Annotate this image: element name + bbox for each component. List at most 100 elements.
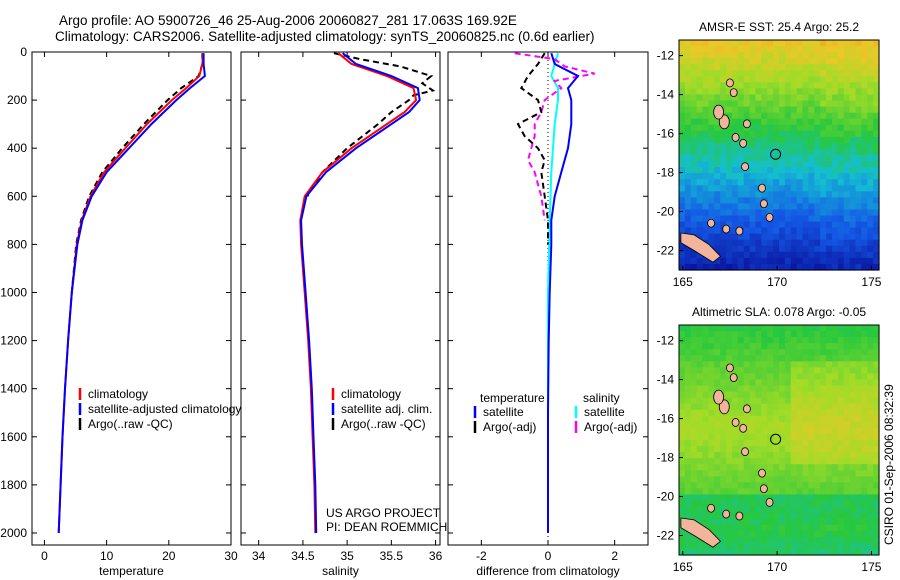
- altimetric_sla-cell: [837, 427, 845, 435]
- altimetric_sla-cell: [773, 458, 780, 465]
- altimetric_sla-cell: [790, 548, 798, 556]
- altimetric_sla-cell: [720, 476, 727, 483]
- amsr_sst-cell: [679, 40, 686, 47]
- amsr_sst-cell: [749, 58, 757, 65]
- amsr_sst-cell: [808, 118, 815, 126]
- altimetric_sla-cell: [767, 536, 774, 544]
- altimetric_sla-cell: [796, 409, 804, 417]
- altimetric_sla-cell: [790, 385, 798, 393]
- amsr_sst-cell: [802, 82, 810, 90]
- altimetric_sla-cell: [743, 343, 751, 350]
- altimetric_sla-cell: [726, 452, 733, 459]
- altimetric_sla-cell: [855, 433, 862, 441]
- amsr_sst-cell: [808, 46, 815, 53]
- amsr_sst-cell: [720, 94, 727, 102]
- altimetric_sla-cell: [861, 536, 868, 544]
- amsr_sst-cell: [796, 209, 804, 217]
- altimetric_sla-cell: [714, 500, 721, 508]
- altimetric_sla-cell: [867, 488, 874, 496]
- amsr_sst-cell: [737, 167, 745, 174]
- amsr_sst-cell: [814, 130, 821, 138]
- amsr_sst-cell: [802, 94, 810, 102]
- altimetric_sla-cell: [714, 355, 721, 362]
- amsr_sst-cell: [873, 130, 880, 138]
- altimetric_sla-cell: [714, 446, 721, 453]
- altimetric_sla-cell: [820, 415, 827, 423]
- amsr_sst-cell: [784, 70, 792, 77]
- amsr_sst-cell: [802, 40, 810, 47]
- altimetric_sla-cell: [790, 452, 798, 459]
- amsr_sst-cell: [690, 155, 698, 162]
- altimetric_sla-cell: [784, 500, 792, 508]
- altimetric_sla-cell: [761, 391, 768, 399]
- altimetric_sla-cell: [737, 379, 745, 387]
- altimetric_sla-cell: [843, 373, 851, 381]
- altimetric_sla-cell: [684, 458, 692, 465]
- amsr_sst-cell: [720, 185, 727, 192]
- amsr_sst-cell: [849, 148, 857, 156]
- amsr_sst-cell: [779, 112, 786, 120]
- amsr_sst-cell: [761, 64, 768, 71]
- altimetric_sla-cell: [690, 506, 698, 514]
- altimetric_sla-cell: [773, 482, 780, 490]
- amsr_sst-cell: [808, 263, 815, 271]
- altimetric_sla-cell: [726, 524, 733, 532]
- altimetric_sla-cell: [826, 452, 833, 459]
- altimetric_sla-cell: [684, 415, 692, 423]
- amsr_sst-cell: [843, 88, 851, 96]
- amsr_sst-cell: [861, 142, 868, 150]
- altimetric_sla-cell: [814, 325, 821, 332]
- altimetric_sla-cell: [802, 470, 810, 477]
- altimetric_sla-cell: [826, 464, 833, 471]
- altimetric_sla-cell: [779, 494, 786, 502]
- amsr_sst-cell: [755, 142, 762, 150]
- altimetric_sla-cell: [726, 500, 733, 508]
- amsr_sst-cell: [779, 124, 786, 132]
- amsr_sst-cell: [708, 106, 715, 114]
- altimetric_sla-cell: [808, 470, 815, 477]
- altimetric_sla-cell: [684, 379, 692, 387]
- altimetric_sla-cell: [831, 548, 839, 556]
- amsr_sst-cell: [784, 112, 792, 120]
- altimetric_sla-cell: [684, 470, 692, 477]
- altimetric_sla-cell: [849, 331, 857, 338]
- amsr_sst-cell: [761, 191, 768, 198]
- altimetric_sla-cell: [802, 331, 810, 338]
- amsr_sst-cell: [802, 112, 810, 120]
- amsr_sst-cell: [755, 227, 762, 235]
- amsr_sst-cell: [726, 58, 733, 65]
- amsr_sst-cell: [684, 167, 692, 174]
- amsr_sst-cell: [873, 46, 880, 53]
- altimetric_sla-cell: [802, 421, 810, 429]
- amsr_sst-cell: [837, 118, 845, 126]
- altimetric_sla-cell: [726, 379, 733, 387]
- altimetric_sla-cell: [779, 397, 786, 405]
- amsr_sst-cell: [749, 148, 757, 156]
- altimetric_sla-cell: [790, 421, 798, 429]
- altimetric_sla-cell: [690, 373, 698, 381]
- amsr_sst-cell: [802, 124, 810, 132]
- amsr_sst-cell: [826, 124, 833, 132]
- amsr_sst-cell: [737, 58, 745, 65]
- amsr_sst-cell: [784, 94, 792, 102]
- altimetric_sla-cell: [814, 427, 821, 435]
- amsr_sst-cell: [714, 215, 721, 223]
- amsr_sst-cell: [843, 209, 851, 217]
- amsr_sst-cell: [690, 64, 698, 71]
- altimetric_sla-cell: [708, 433, 715, 441]
- amsr_sst-cell: [743, 82, 751, 90]
- altimetric_sla-cell: [826, 506, 833, 514]
- altimetric_sla-cell: [679, 331, 686, 338]
- amsr_sst-cell: [784, 136, 792, 144]
- altimetric_sla-cell: [837, 548, 845, 556]
- altimetric_sla-cell: [808, 421, 815, 429]
- altimetric_sla-cell: [679, 494, 686, 502]
- amsr_sst-cell: [749, 124, 757, 132]
- altimetric_sla-cell: [796, 512, 804, 520]
- amsr_sst-cell: [808, 148, 815, 156]
- amsr_sst-cell: [790, 46, 798, 53]
- amsr_sst-cell: [720, 173, 727, 180]
- amsr_sst-cell: [755, 70, 762, 77]
- altimetric_sla-cell: [726, 440, 733, 447]
- amsr_sst-cell: [808, 112, 815, 120]
